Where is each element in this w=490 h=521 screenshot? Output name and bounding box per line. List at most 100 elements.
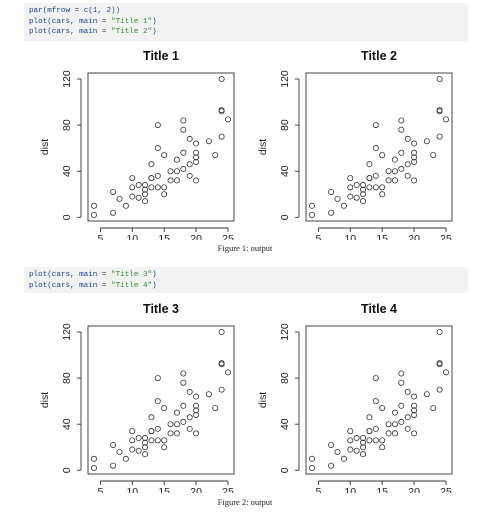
y-tick-label: 120: [279, 70, 291, 88]
data-point: [180, 165, 187, 172]
data-point: [411, 430, 418, 437]
data-point: [110, 188, 117, 195]
x-tick-label: 25: [440, 233, 452, 240]
data-point: [148, 437, 155, 444]
plot-panel-2: Title 2510152025speed04080120dist: [257, 49, 453, 240]
data-point: [334, 448, 341, 455]
data-point: [372, 184, 379, 191]
plot-box: [87, 72, 235, 222]
data-point: [212, 405, 219, 412]
data-point: [391, 156, 398, 163]
data-point: [91, 455, 98, 462]
code-token: c(1, 2)): [79, 7, 121, 15]
data-point: [398, 379, 405, 386]
data-point: [398, 402, 405, 409]
data-point: [142, 198, 149, 205]
data-point: [122, 202, 129, 209]
chart-title: Title 4: [361, 302, 397, 316]
data-point: [353, 435, 360, 442]
x-tick-label: 10: [126, 486, 138, 493]
data-point: [154, 398, 161, 405]
data-point: [224, 116, 231, 123]
data-point: [142, 191, 149, 198]
data-point: [173, 421, 180, 428]
data-point: [398, 418, 405, 425]
data-point: [173, 177, 180, 184]
x-tick-label: 15: [376, 233, 388, 240]
code-token: ): [152, 271, 157, 279]
data-point: [379, 437, 386, 444]
data-point: [436, 133, 443, 140]
data-point: [135, 194, 142, 201]
data-point: [154, 425, 161, 432]
data-point: [391, 430, 398, 437]
code-string: "Title 1": [111, 17, 153, 26]
data-point: [360, 444, 367, 451]
data-point: [161, 184, 168, 191]
code-token: =: [101, 28, 107, 36]
x-tick-label: 10: [344, 233, 356, 240]
plot-box: [305, 72, 453, 222]
data-point: [436, 360, 443, 367]
data-point: [385, 168, 392, 175]
data-point: [385, 421, 392, 428]
y-tick-label: 120: [61, 70, 73, 88]
y-axis-label: dist: [39, 392, 51, 408]
data-point: [404, 414, 411, 421]
code-line: plot(cars, main = "Title 3"): [29, 270, 463, 281]
code-token: plot(cars, main: [29, 17, 102, 26]
data-point: [180, 379, 187, 386]
data-point: [360, 182, 367, 189]
data-point: [193, 140, 200, 147]
data-point: [385, 177, 392, 184]
data-point: [411, 411, 418, 418]
data-point: [398, 165, 405, 172]
data-point: [404, 172, 411, 179]
data-point: [129, 446, 136, 453]
data-point: [328, 441, 335, 448]
x-tick-label: 5: [97, 233, 103, 240]
data-point: [173, 430, 180, 437]
data-point: [411, 393, 418, 400]
y-tick-label: 80: [61, 372, 73, 384]
y-tick-label: 120: [279, 323, 291, 341]
data-point: [186, 414, 193, 421]
y-tick-label: 0: [61, 467, 73, 473]
x-tick-label: 10: [126, 233, 138, 240]
y-axis-label: dist: [257, 392, 269, 408]
figure-caption-1: Figure 1: output: [217, 243, 273, 253]
data-point: [167, 168, 174, 175]
data-point: [366, 184, 373, 191]
data-point: [154, 145, 161, 152]
data-point: [180, 149, 187, 156]
data-point: [423, 391, 430, 398]
x-tick-label: 25: [222, 486, 234, 493]
data-point: [372, 375, 379, 382]
y-tick-label: 80: [279, 119, 291, 131]
code-token: plot(cars, main: [29, 271, 102, 279]
code-string: "Title 4": [111, 281, 153, 290]
data-point: [347, 184, 354, 191]
data-point: [442, 116, 449, 123]
x-tick-label: 5: [315, 486, 321, 493]
data-point: [218, 107, 225, 114]
data-point: [436, 107, 443, 114]
data-point: [186, 388, 193, 395]
data-point: [148, 184, 155, 191]
data-point: [372, 145, 379, 152]
figure-2: Title 3510152025speed04080120dist Title …: [39, 302, 453, 493]
data-point: [218, 133, 225, 140]
code-token: ): [152, 17, 157, 26]
data-point: [154, 184, 161, 191]
data-point: [366, 175, 373, 182]
data-point: [411, 158, 418, 165]
data-point: [379, 444, 386, 451]
plot-panel-3: Title 3510152025speed04080120dist: [39, 302, 235, 493]
data-point: [110, 209, 117, 216]
data-point: [360, 439, 367, 446]
data-point: [142, 444, 149, 451]
x-tick-label: 25: [440, 486, 452, 493]
y-tick-label: 80: [279, 372, 291, 384]
code-token: =: [101, 271, 107, 279]
x-tick-label: 5: [97, 486, 103, 493]
